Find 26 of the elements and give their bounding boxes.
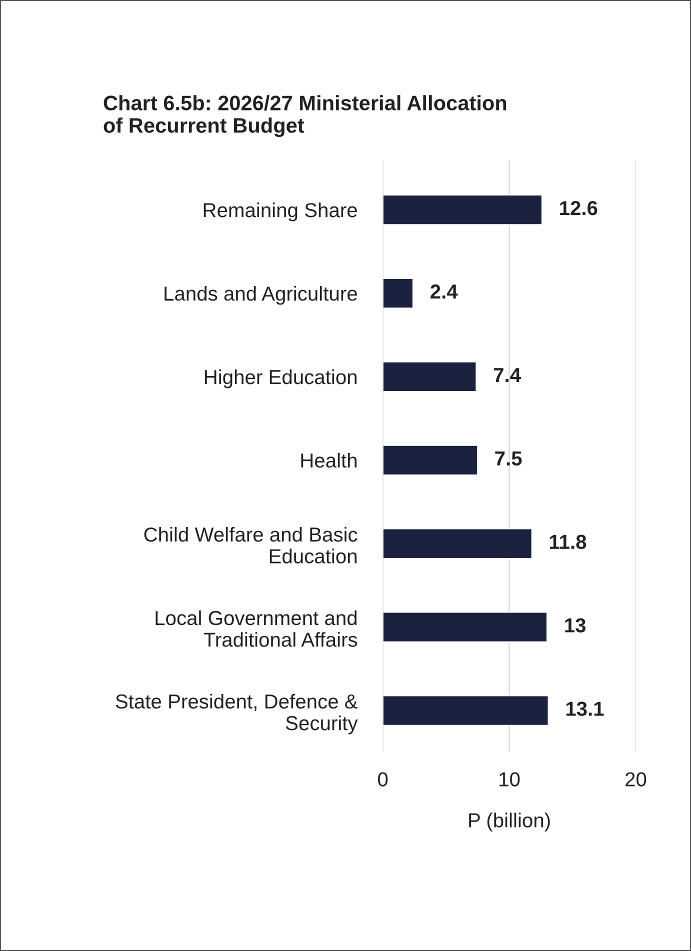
y-tick-label: Child Welfare and Basic Education <box>144 526 358 564</box>
chart-title: Chart 6.5b: 2026/27 Ministerial Allocation of Recurrent Budget <box>104 95 506 138</box>
x-axis-title: P (billion) <box>469 812 550 832</box>
x-tick-label: 20 <box>626 772 646 786</box>
x-tick-label: 0 <box>378 772 388 786</box>
data-label: 7.4 <box>494 368 521 382</box>
data-label: 2.4 <box>430 284 458 298</box>
bar <box>382 194 543 226</box>
bar <box>382 361 478 392</box>
y-tick-label: Local Government and Traditional Affairs <box>156 610 358 647</box>
y-tick-label: State President, Defence & Security <box>116 694 358 734</box>
data-label: 11.8 <box>550 534 586 550</box>
bar <box>382 611 548 643</box>
data-label: 13.1 <box>566 702 604 716</box>
y-tick-label: Health <box>301 452 357 468</box>
y-tick-label: Higher Education <box>204 369 357 388</box>
bar <box>382 278 414 309</box>
data-label: 13 <box>565 618 586 633</box>
bar <box>382 694 550 726</box>
data-label: 7.5 <box>495 452 522 466</box>
bar <box>382 444 478 476</box>
x-tick-label: 10 <box>500 772 520 786</box>
y-tick-label: Remaining Share <box>204 202 357 222</box>
bar <box>382 528 533 560</box>
data-label: 12.6 <box>560 200 598 216</box>
y-tick-label: Lands and Agriculture <box>164 286 357 305</box>
